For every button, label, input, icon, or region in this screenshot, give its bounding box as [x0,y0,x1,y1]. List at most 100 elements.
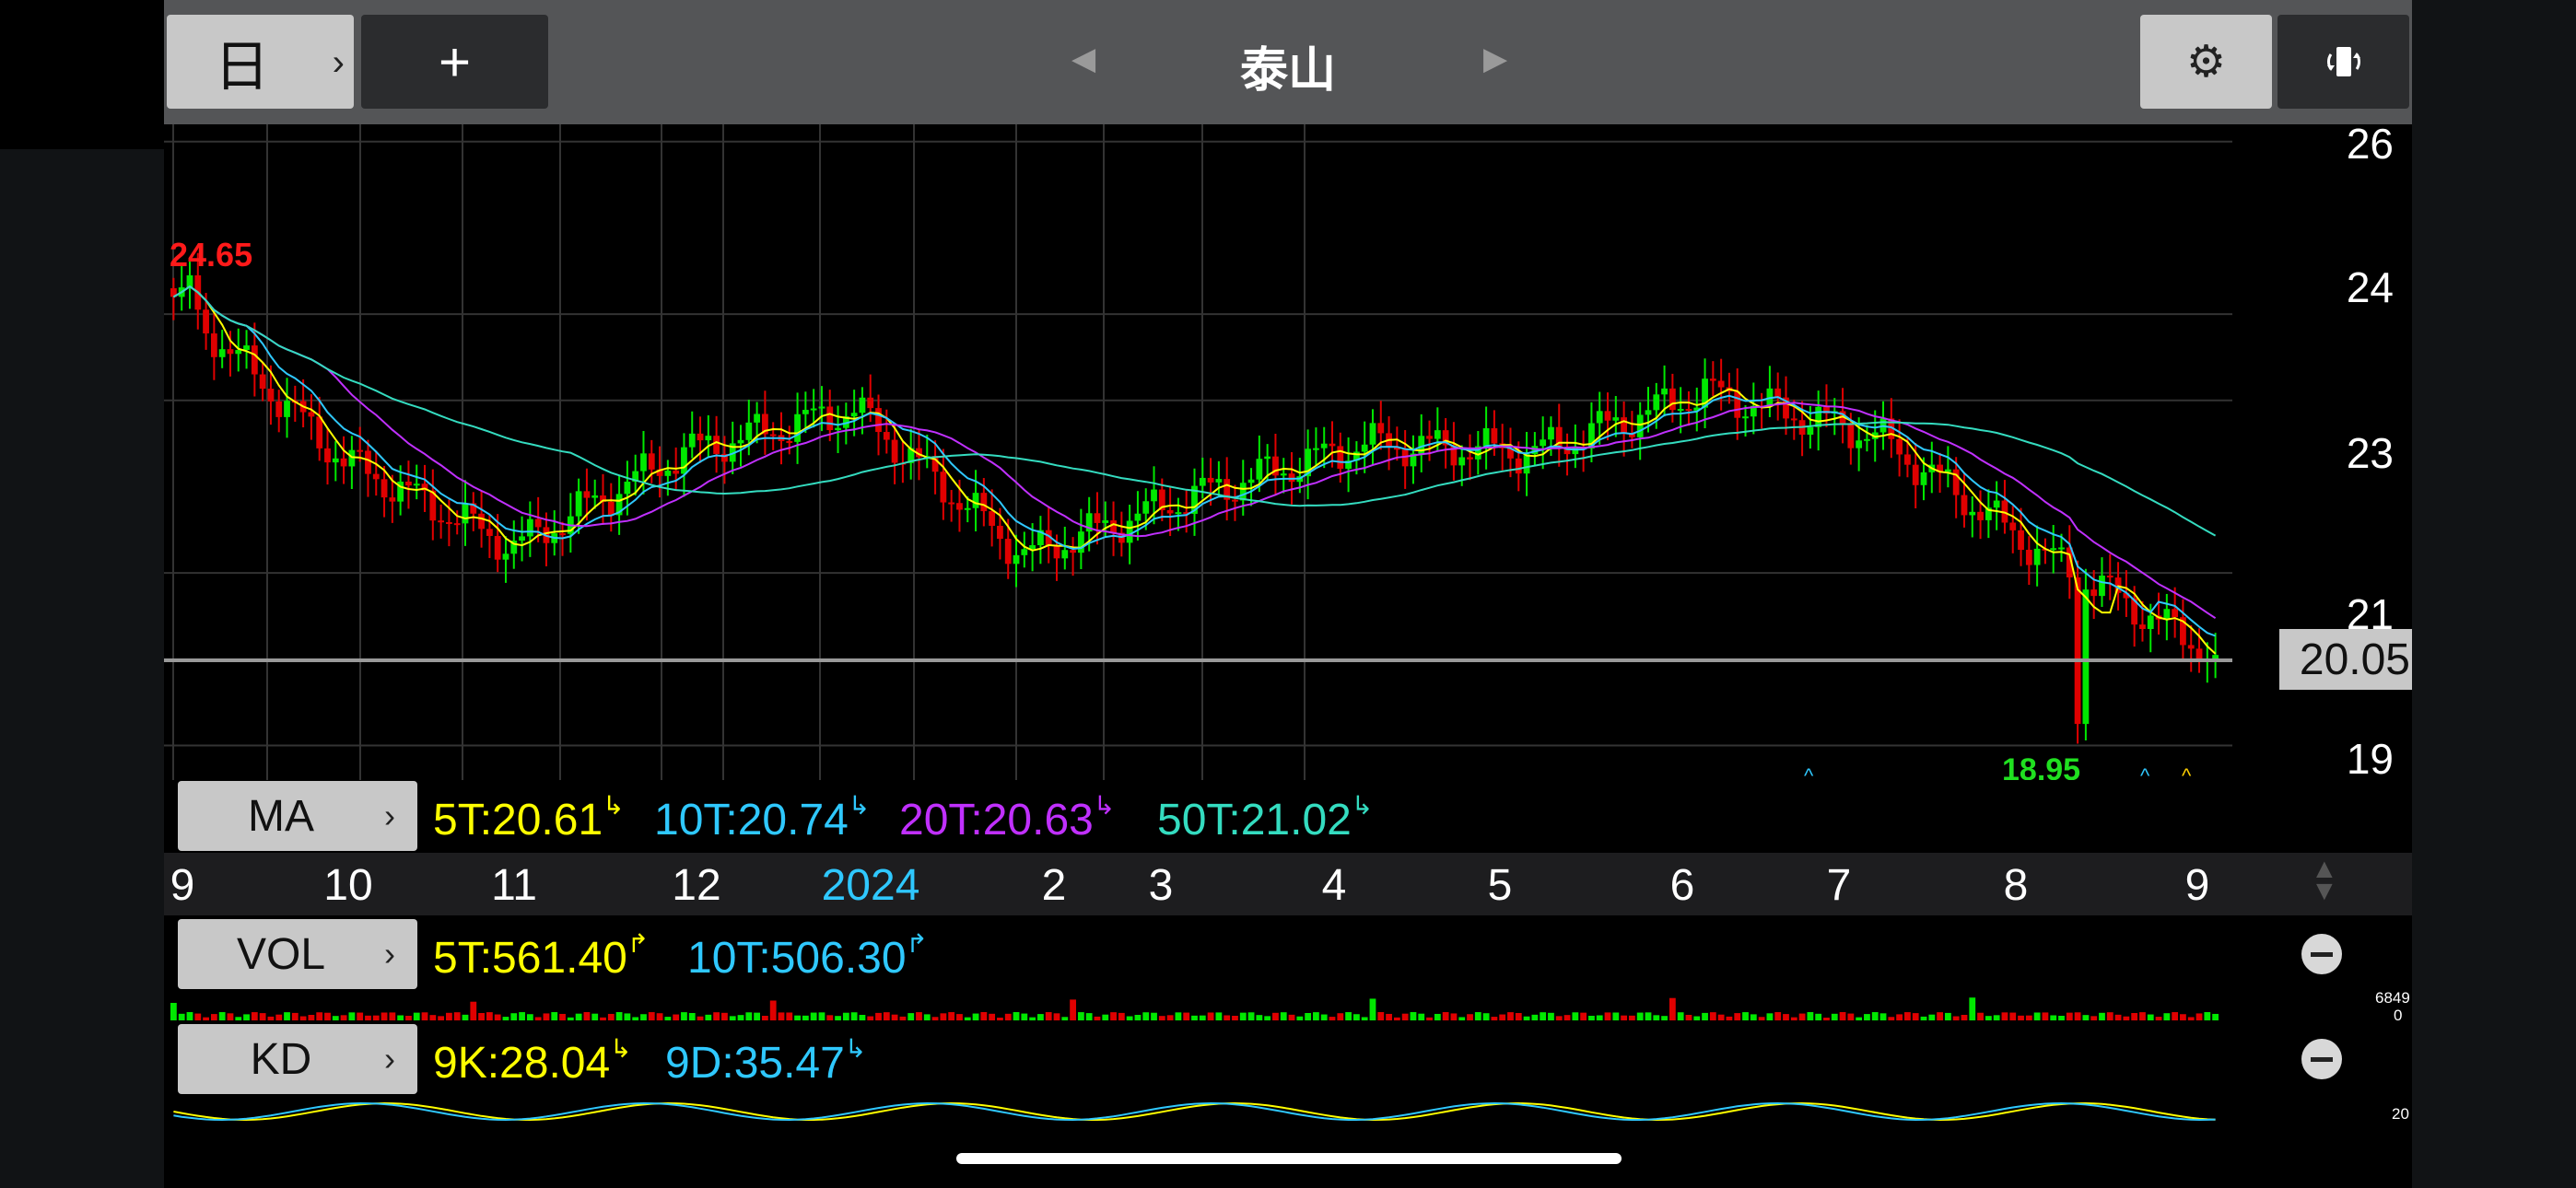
kd-button-label: KD [250,1034,312,1084]
kd-button[interactable]: KD › [178,1024,417,1094]
volume-bar [705,1014,712,1020]
candle-body [1085,513,1093,532]
volume-bar [1094,1016,1101,1020]
candle-body [1563,447,1571,455]
candle-body [478,513,485,530]
volume-bar [2212,1013,2219,1020]
chevron-right-icon: › [384,1040,395,1077]
vol-ma-10-value: 10T:506.30 [687,934,907,983]
candle-body [2123,592,2130,599]
candle-body [1313,448,1319,450]
gear-icon: ⚙ [2185,38,2227,87]
ma-button[interactable]: MA › [178,781,417,851]
volume-bar [1280,1012,1287,1020]
candle-body [1410,453,1417,467]
home-indicator[interactable] [956,1153,1622,1164]
x-tick: 12 [672,861,721,910]
volume-bar [1467,1014,1473,1020]
y-tick: 23 [2346,429,2394,477]
y-tick: 24 [2346,263,2394,311]
candle-body [1555,426,1563,448]
volume-bar [1912,1013,1919,1020]
candle-body [1523,454,1530,474]
candle-body [1482,428,1490,447]
volume-bar [1183,1012,1190,1020]
x-tick: 11 [491,861,537,910]
ma-5-value: 5T:20.61 [433,796,603,844]
volume-bar [1337,1013,1344,1020]
candle-body [1888,418,1895,439]
volume-bar [1037,1014,1044,1020]
volume-bar [2074,1012,2081,1020]
volume-bar [1232,1016,1238,1020]
volume-bar [697,1016,704,1020]
volume-bar [1207,1012,1214,1020]
candle-body [1305,448,1312,477]
volume-bar [429,1015,437,1020]
volume-bar [567,1017,574,1020]
volume-bar [1798,1013,1806,1020]
time-axis[interactable]: 9 10 11 12 2024 2 3 4 5 6 7 8 9 [164,853,2412,915]
candle-body [1904,454,1911,465]
price-grid [164,124,2232,780]
remove-kd-icon[interactable] [2301,1039,2342,1079]
remove-volume-icon[interactable] [2301,934,2342,974]
candles [170,252,2219,744]
candle-body [1256,459,1263,480]
previous-stock-icon[interactable]: ◀ [1071,41,1096,76]
volume-bar [2131,1012,2138,1020]
candle-body [1823,406,1830,413]
candle-body [697,433,704,441]
candle-body [1807,426,1814,435]
ma-50: 50T:21.02↳ [1157,790,1373,845]
next-stock-icon[interactable]: ▶ [1483,41,1508,76]
period-button[interactable]: 日 › [167,15,354,109]
candle-body [640,453,647,472]
candlestick-chart[interactable]: 24.65 18.95 ^ ^ ^ [164,124,2232,780]
toolbar: 日 › + ◀ 泰山 ▶ ⚙ [164,0,2412,124]
volume-bar [1507,1012,1514,1020]
resize-handle-icon[interactable]: ▲ ▼ [2311,854,2338,906]
volume-bar [348,1012,356,1020]
candle-body [826,406,834,431]
candle-body [1264,456,1271,460]
volume-bar [372,1015,380,1020]
volume-bar [1410,1012,1417,1020]
volume-bar [835,1016,841,1020]
volume-bar [681,1012,687,1020]
volume-bar [964,1017,971,1020]
candle-body [1361,444,1368,452]
volume-bar [591,1013,599,1020]
volume-bar [656,1013,663,1020]
device-bezel-left [0,0,164,1188]
candle-body [2018,530,2024,551]
volume-bar [2018,1015,2024,1020]
candle-body [1232,499,1238,502]
volume-bar [559,1013,566,1020]
add-button[interactable]: + [361,15,548,109]
volume-bar [1944,1012,1951,1020]
candle-body [1053,545,1060,559]
volume-bar [316,1012,323,1020]
volume-bar [1563,1015,1571,1020]
volume-bar [786,1012,793,1020]
candle-body [243,345,250,351]
candle-body [980,493,988,512]
candle-body [624,482,631,495]
volume-bar [1013,1012,1020,1020]
add-label: + [438,30,472,93]
vol-button[interactable]: VOL › [178,919,417,989]
settings-button[interactable]: ⚙ [2140,15,2272,109]
candle-body [218,349,226,357]
candle-body [1629,433,1635,437]
candle-body [2212,655,2219,660]
candle-body [1596,411,1603,424]
candle-body [1207,477,1214,483]
candle-body [494,535,501,560]
candle-body [251,345,258,375]
candle-body [1037,530,1044,545]
candle-body [713,436,720,454]
volume-bar [210,1014,217,1020]
rotate-button[interactable] [2277,15,2409,109]
volume-bar [1847,1013,1855,1020]
